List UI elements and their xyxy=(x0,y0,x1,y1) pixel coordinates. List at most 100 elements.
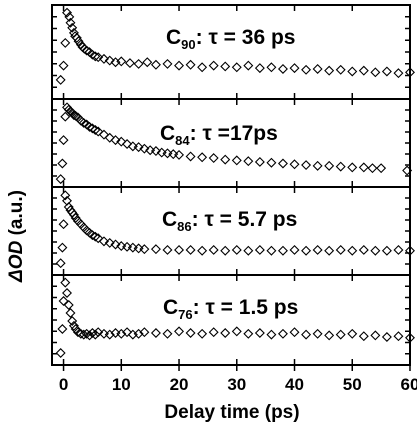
data-point xyxy=(208,327,219,338)
panel-label-prefix: C xyxy=(162,208,177,231)
data-point xyxy=(312,63,323,74)
data-point xyxy=(68,320,79,331)
data-point xyxy=(347,245,358,256)
data-point xyxy=(243,60,254,71)
data-point xyxy=(68,110,79,121)
data-point xyxy=(156,147,167,158)
data-point xyxy=(312,160,323,171)
data-point xyxy=(324,330,335,341)
data-point xyxy=(393,68,404,79)
data-point xyxy=(78,117,89,128)
data-point xyxy=(150,59,161,70)
data-point xyxy=(208,60,219,71)
panel-label-subscript: 84 xyxy=(175,133,190,148)
data-point xyxy=(358,244,369,255)
data-point xyxy=(57,158,68,169)
data-point xyxy=(87,49,98,60)
data-point xyxy=(347,162,358,173)
data-point xyxy=(142,57,153,68)
data-point xyxy=(60,277,71,288)
data-point xyxy=(367,163,378,174)
panel-frame-3 xyxy=(51,186,411,276)
data-point xyxy=(73,327,83,338)
data-point xyxy=(358,331,369,342)
data-point xyxy=(197,328,208,339)
x-tick-label: 60 xyxy=(401,375,417,394)
data-point xyxy=(174,149,185,160)
data-point xyxy=(162,244,173,255)
data-point xyxy=(110,135,121,146)
panel-label-3: C86: τ = 5.7 ps xyxy=(162,208,297,234)
data-point xyxy=(55,74,66,85)
data-point xyxy=(116,241,127,252)
data-point xyxy=(370,245,381,256)
data-point xyxy=(381,245,392,256)
panel-label-prefix: C xyxy=(166,26,181,49)
data-point xyxy=(301,245,312,256)
data-point xyxy=(78,222,89,233)
data-point xyxy=(70,324,81,334)
data-point xyxy=(139,244,150,255)
data-point xyxy=(312,244,323,255)
data-point xyxy=(266,62,277,73)
data-point xyxy=(133,328,144,339)
data-point xyxy=(73,36,84,47)
data-point xyxy=(58,60,69,71)
data-point xyxy=(301,329,312,340)
data-point xyxy=(150,328,161,338)
data-point xyxy=(381,66,392,77)
data-point xyxy=(150,146,161,156)
data-point xyxy=(90,231,101,242)
data-point xyxy=(62,7,72,18)
panel-label-suffix: : τ =17ps xyxy=(190,122,278,145)
x-tick-label: 40 xyxy=(285,375,304,394)
panel-label-suffix: : τ = 1.5 ps xyxy=(193,296,299,319)
data-point xyxy=(266,157,277,168)
data-point xyxy=(231,244,242,255)
panel-label-4: C76: τ = 1.5 ps xyxy=(163,296,298,322)
data-point xyxy=(104,55,115,66)
data-point xyxy=(301,160,312,171)
y-axis-title-main: ΔOD xyxy=(6,240,27,283)
data-point xyxy=(60,37,71,48)
data-point xyxy=(312,328,323,339)
data-point xyxy=(185,151,196,162)
data-point xyxy=(289,244,300,255)
data-point xyxy=(254,328,265,338)
data-point xyxy=(208,244,219,255)
data-point xyxy=(231,62,242,73)
data-point xyxy=(67,316,78,326)
data-point xyxy=(370,330,381,341)
panel-label-subscript: 90 xyxy=(181,37,195,52)
panel-frame-4 xyxy=(51,274,411,366)
data-point xyxy=(133,142,144,153)
data-point xyxy=(139,327,150,338)
data-point xyxy=(174,326,185,337)
data-point xyxy=(55,174,66,185)
data-point xyxy=(58,219,69,230)
data-point xyxy=(277,245,288,256)
data-point xyxy=(110,328,121,338)
data-point xyxy=(65,17,76,28)
panel-label-subscript: 86 xyxy=(177,219,191,234)
data-point xyxy=(185,328,196,338)
data-point xyxy=(335,244,346,255)
data-point xyxy=(81,45,92,56)
data-point xyxy=(87,230,98,241)
data-point xyxy=(93,327,104,338)
data-point xyxy=(168,149,179,160)
data-point xyxy=(197,152,208,163)
data-point xyxy=(150,244,161,255)
data-point xyxy=(347,328,358,339)
data-point xyxy=(254,63,265,74)
data-point xyxy=(98,236,109,247)
data-point xyxy=(110,239,121,250)
data-point xyxy=(277,158,288,169)
x-tick-label: 10 xyxy=(112,375,131,394)
data-point xyxy=(127,242,138,253)
data-point xyxy=(185,59,196,70)
data-point xyxy=(116,328,127,339)
panel-label-prefix: C xyxy=(163,296,178,319)
